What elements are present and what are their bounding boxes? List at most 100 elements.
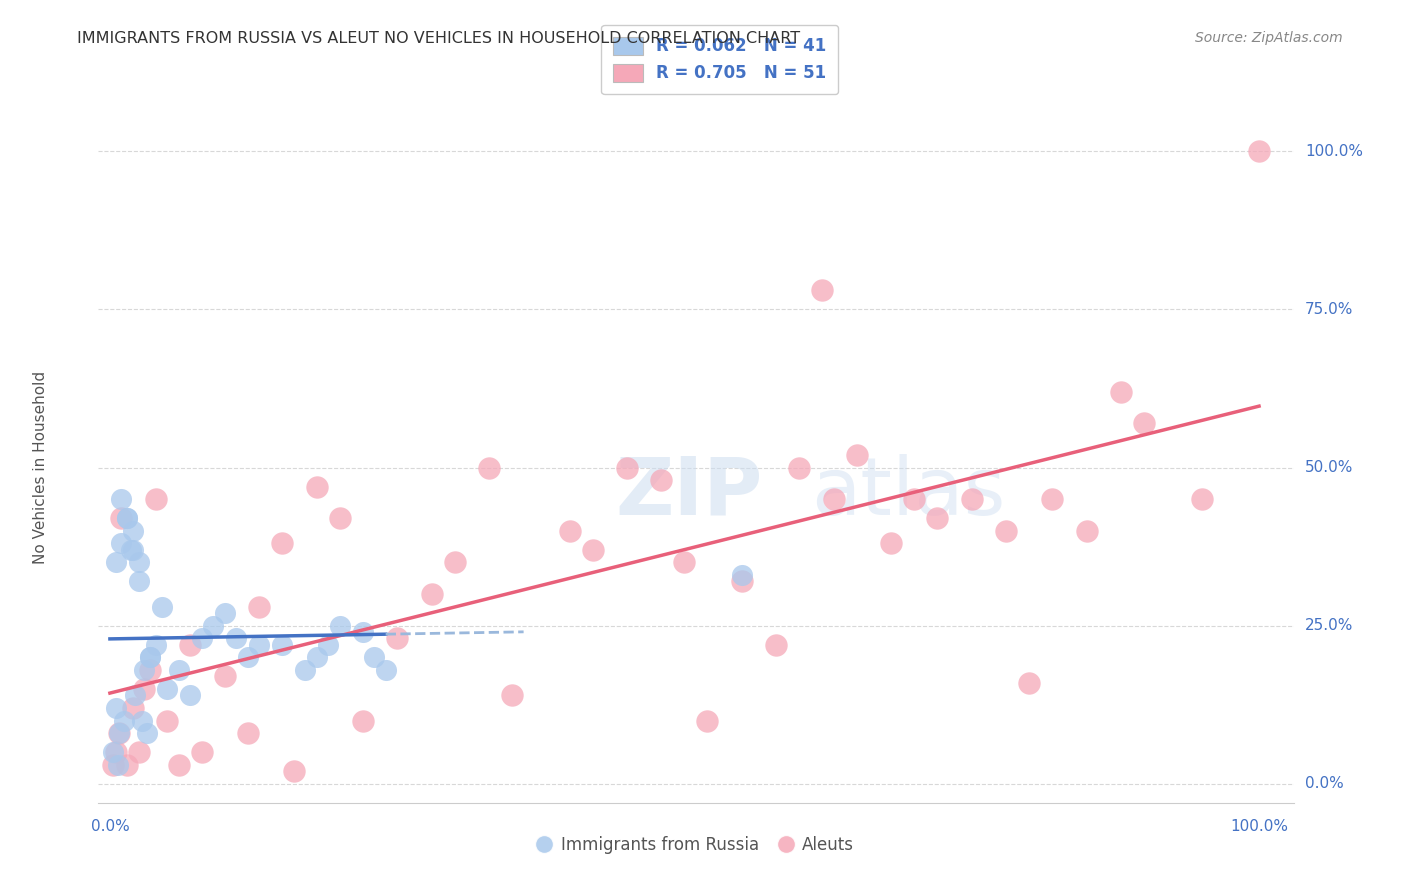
Point xyxy=(108,726,131,740)
Point xyxy=(139,650,162,665)
Point xyxy=(104,745,127,759)
Point xyxy=(673,556,696,570)
Text: atlas: atlas xyxy=(811,454,1005,532)
Point xyxy=(108,726,131,740)
Point xyxy=(329,511,352,525)
Point xyxy=(110,536,132,550)
Point xyxy=(131,714,153,728)
Point xyxy=(811,284,834,298)
Point xyxy=(134,681,156,696)
Point xyxy=(1191,492,1213,507)
Point xyxy=(145,638,167,652)
Point xyxy=(1076,524,1098,538)
Point xyxy=(1247,145,1270,159)
Point xyxy=(191,745,214,759)
Point xyxy=(329,618,352,632)
Point xyxy=(115,511,138,525)
Point xyxy=(420,587,443,601)
Text: ZIPatlas: ZIPatlas xyxy=(616,454,934,532)
Point xyxy=(1133,417,1156,431)
Point xyxy=(352,625,374,640)
Point xyxy=(139,650,162,665)
Point xyxy=(128,556,150,570)
Point xyxy=(247,599,270,614)
Point xyxy=(124,688,146,702)
Point xyxy=(156,681,179,696)
Point xyxy=(903,492,925,507)
Point xyxy=(374,663,396,677)
Point xyxy=(1109,384,1132,399)
Text: IMMIGRANTS FROM RUSSIA VS ALEUT NO VEHICLES IN HOUSEHOLD CORRELATION CHART: IMMIGRANTS FROM RUSSIA VS ALEUT NO VEHIC… xyxy=(77,31,800,46)
Point xyxy=(765,638,787,652)
Text: 100.0%: 100.0% xyxy=(1305,144,1362,159)
Point xyxy=(104,556,127,570)
Point xyxy=(316,638,339,652)
Point xyxy=(112,714,135,728)
Point xyxy=(122,701,145,715)
Text: 75.0%: 75.0% xyxy=(1305,302,1354,317)
Point xyxy=(1040,492,1063,507)
Point xyxy=(225,632,247,646)
Point xyxy=(135,726,157,740)
Point xyxy=(110,511,132,525)
Point xyxy=(696,714,718,728)
Point xyxy=(283,764,305,779)
Point xyxy=(150,599,173,614)
Point xyxy=(139,663,162,677)
Point xyxy=(134,663,156,677)
Point xyxy=(271,536,294,550)
Point xyxy=(179,638,201,652)
Point xyxy=(385,632,409,646)
Point xyxy=(558,524,581,538)
Point xyxy=(305,650,328,665)
Point xyxy=(363,650,385,665)
Text: 0.0%: 0.0% xyxy=(90,819,129,834)
Point xyxy=(501,688,523,702)
Point xyxy=(294,663,316,677)
Point xyxy=(650,473,672,487)
Text: 0.0%: 0.0% xyxy=(1305,776,1344,791)
Point xyxy=(107,757,129,772)
Point xyxy=(271,638,294,652)
Point xyxy=(115,757,138,772)
Point xyxy=(995,524,1018,538)
Point xyxy=(880,536,903,550)
Point xyxy=(1018,675,1040,690)
Point xyxy=(115,511,138,525)
Text: 100.0%: 100.0% xyxy=(1230,819,1288,834)
Point xyxy=(960,492,983,507)
Text: ZIP: ZIP xyxy=(616,454,763,532)
Point xyxy=(616,460,638,475)
Point xyxy=(927,511,949,525)
Point xyxy=(128,574,150,589)
Point xyxy=(145,492,167,507)
Point xyxy=(120,542,142,557)
Point xyxy=(305,479,328,493)
Point xyxy=(236,726,259,740)
Point xyxy=(156,714,179,728)
Text: Source: ZipAtlas.com: Source: ZipAtlas.com xyxy=(1195,31,1343,45)
Point xyxy=(581,542,603,557)
Point xyxy=(191,632,214,646)
Point xyxy=(179,688,201,702)
Point xyxy=(103,745,125,759)
Point xyxy=(110,492,132,507)
Point xyxy=(103,757,125,772)
Point xyxy=(122,524,145,538)
Point xyxy=(122,542,145,557)
Point xyxy=(247,638,270,652)
Point xyxy=(478,460,501,475)
Point xyxy=(167,757,190,772)
Point xyxy=(731,574,754,589)
Point xyxy=(352,714,374,728)
Point xyxy=(845,448,868,462)
Point xyxy=(167,663,190,677)
Point xyxy=(823,492,845,507)
Point xyxy=(104,701,127,715)
Text: No Vehicles in Household: No Vehicles in Household xyxy=(34,371,48,564)
Point xyxy=(731,568,754,582)
Point xyxy=(214,606,236,620)
Point xyxy=(128,745,150,759)
Point xyxy=(214,669,236,683)
Point xyxy=(789,460,811,475)
